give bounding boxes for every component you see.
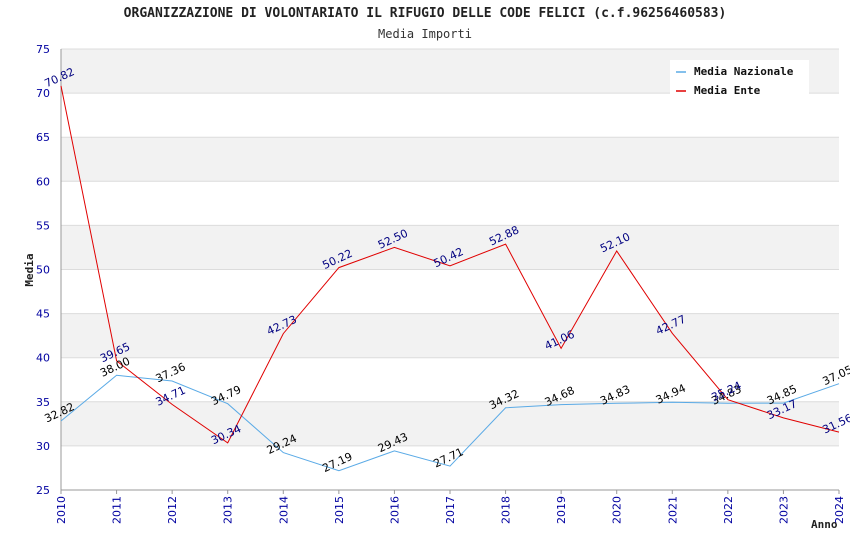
y-tick-label: 60: [36, 175, 50, 188]
x-tick-label: 2010: [55, 496, 68, 524]
y-tick-label: 70: [36, 87, 50, 100]
grid-band: [61, 93, 839, 138]
x-tick-label: 2014: [277, 496, 290, 524]
series-line-ente: [60, 85, 840, 444]
x-tick-label: 2019: [555, 496, 568, 524]
x-tick-label: 2017: [444, 496, 457, 524]
grid-band: [61, 137, 839, 182]
grid-band: [61, 313, 839, 358]
legend-label-nazionale: Media Nazionale: [694, 65, 794, 78]
legend-label-ente: Media Ente: [694, 84, 761, 97]
legend: Media Nazionale Media Ente: [670, 60, 809, 97]
grid-band: [61, 357, 839, 402]
chart-title: ORGANIZZAZIONE DI VOLONTARIATO IL RIFUGI…: [123, 6, 727, 21]
y-tick-label: 65: [36, 131, 50, 144]
x-tick-label: 2015: [333, 496, 346, 524]
y-tick-label: 55: [36, 219, 50, 232]
grid-band: [61, 445, 839, 490]
y-tick-label: 50: [36, 264, 50, 277]
y-tick-label: 45: [36, 308, 50, 321]
grid-band: [61, 269, 839, 314]
x-tick-label: 2016: [388, 496, 401, 524]
series-line-nazionale: [60, 374, 840, 472]
x-tick-label: 2020: [611, 496, 624, 524]
x-tick-label: 2018: [500, 496, 513, 524]
x-tick-label: 2023: [777, 496, 790, 524]
x-tick-label: 2013: [222, 496, 235, 524]
grid-band: [61, 401, 839, 446]
y-axis-label: Media: [23, 253, 36, 286]
y-tick-label: 25: [36, 484, 50, 497]
x-axis-label: Anno: [811, 518, 838, 531]
x-tick-label: 2012: [166, 496, 179, 524]
x-tick-label: 2011: [111, 496, 124, 524]
y-tick-label: 30: [36, 440, 50, 453]
x-tick-label: 2024: [833, 496, 846, 524]
grid-band: [61, 225, 839, 270]
y-tick-label: 35: [36, 396, 50, 409]
y-tick-label: 75: [36, 43, 50, 56]
chart-subtitle: Media Importi: [378, 27, 472, 41]
x-tick-label: 2022: [722, 496, 735, 524]
grid-band: [61, 181, 839, 226]
y-tick-label: 40: [36, 352, 50, 365]
x-tick-label: 2021: [666, 496, 679, 524]
